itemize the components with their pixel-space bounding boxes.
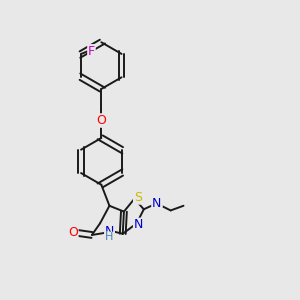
- Text: O: O: [96, 114, 106, 127]
- Text: H: H: [154, 197, 162, 207]
- Text: S: S: [134, 191, 142, 204]
- Text: N: N: [134, 218, 143, 231]
- Text: F: F: [88, 45, 95, 58]
- Text: N: N: [105, 225, 114, 238]
- Text: H: H: [105, 232, 114, 242]
- Text: O: O: [68, 226, 78, 239]
- Text: N: N: [152, 197, 161, 210]
